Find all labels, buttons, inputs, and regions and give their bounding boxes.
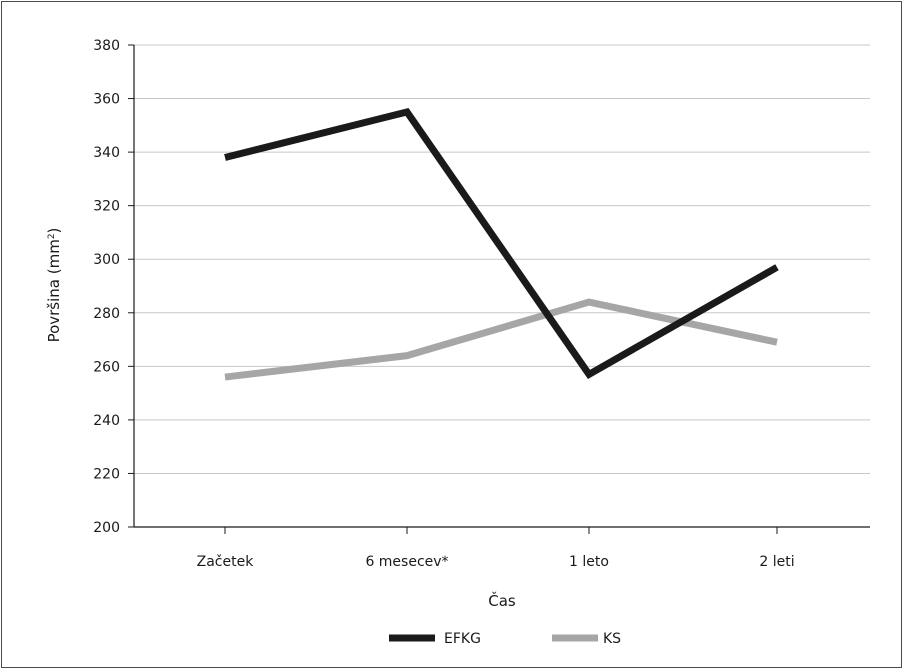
series-lines (224, 107, 779, 381)
y-tick-label-2: 240 (93, 413, 120, 429)
x-tick-label-1: 6 mesecev* (365, 554, 448, 570)
y-axis-title-main: Površina (mm (45, 239, 63, 342)
y-tick-label-5: 300 (93, 252, 120, 268)
axes (133, 45, 870, 528)
y-tick-label-1: 220 (93, 466, 120, 482)
y-tick-label-0: 200 (93, 520, 120, 536)
y-axis-title: Površina (mm2) (45, 228, 63, 343)
legend-label-ks: KS (603, 631, 621, 647)
x-tick-label-0: Začetek (197, 554, 255, 570)
gridlines (134, 44, 870, 474)
y-axis-ticks: 200 220 240 260 280 300 320 340 360 380 (93, 38, 134, 536)
legend-label-efkg: EFKG (444, 631, 481, 647)
y-axis-title-superscript: 2 (47, 233, 57, 239)
y-tick-label-4: 280 (93, 306, 120, 322)
y-tick-label-3: 260 (93, 359, 120, 375)
y-tick-label-6: 320 (93, 199, 120, 215)
series-line-efkg (224, 107, 779, 379)
y-axis-title-close: ) (45, 228, 63, 234)
legend: EFKG KS (389, 631, 621, 647)
x-axis-ticks: Začetek 6 mesecev* 1 leto 2 leti (197, 527, 795, 570)
y-tick-label-9: 380 (93, 38, 120, 54)
y-tick-label-7: 340 (93, 145, 120, 161)
x-tick-label-3: 2 leti (759, 554, 794, 570)
y-tick-label-8: 360 (93, 92, 120, 108)
x-tick-label-2: 1 leto (569, 554, 609, 570)
x-axis-title: Čas (488, 591, 516, 610)
